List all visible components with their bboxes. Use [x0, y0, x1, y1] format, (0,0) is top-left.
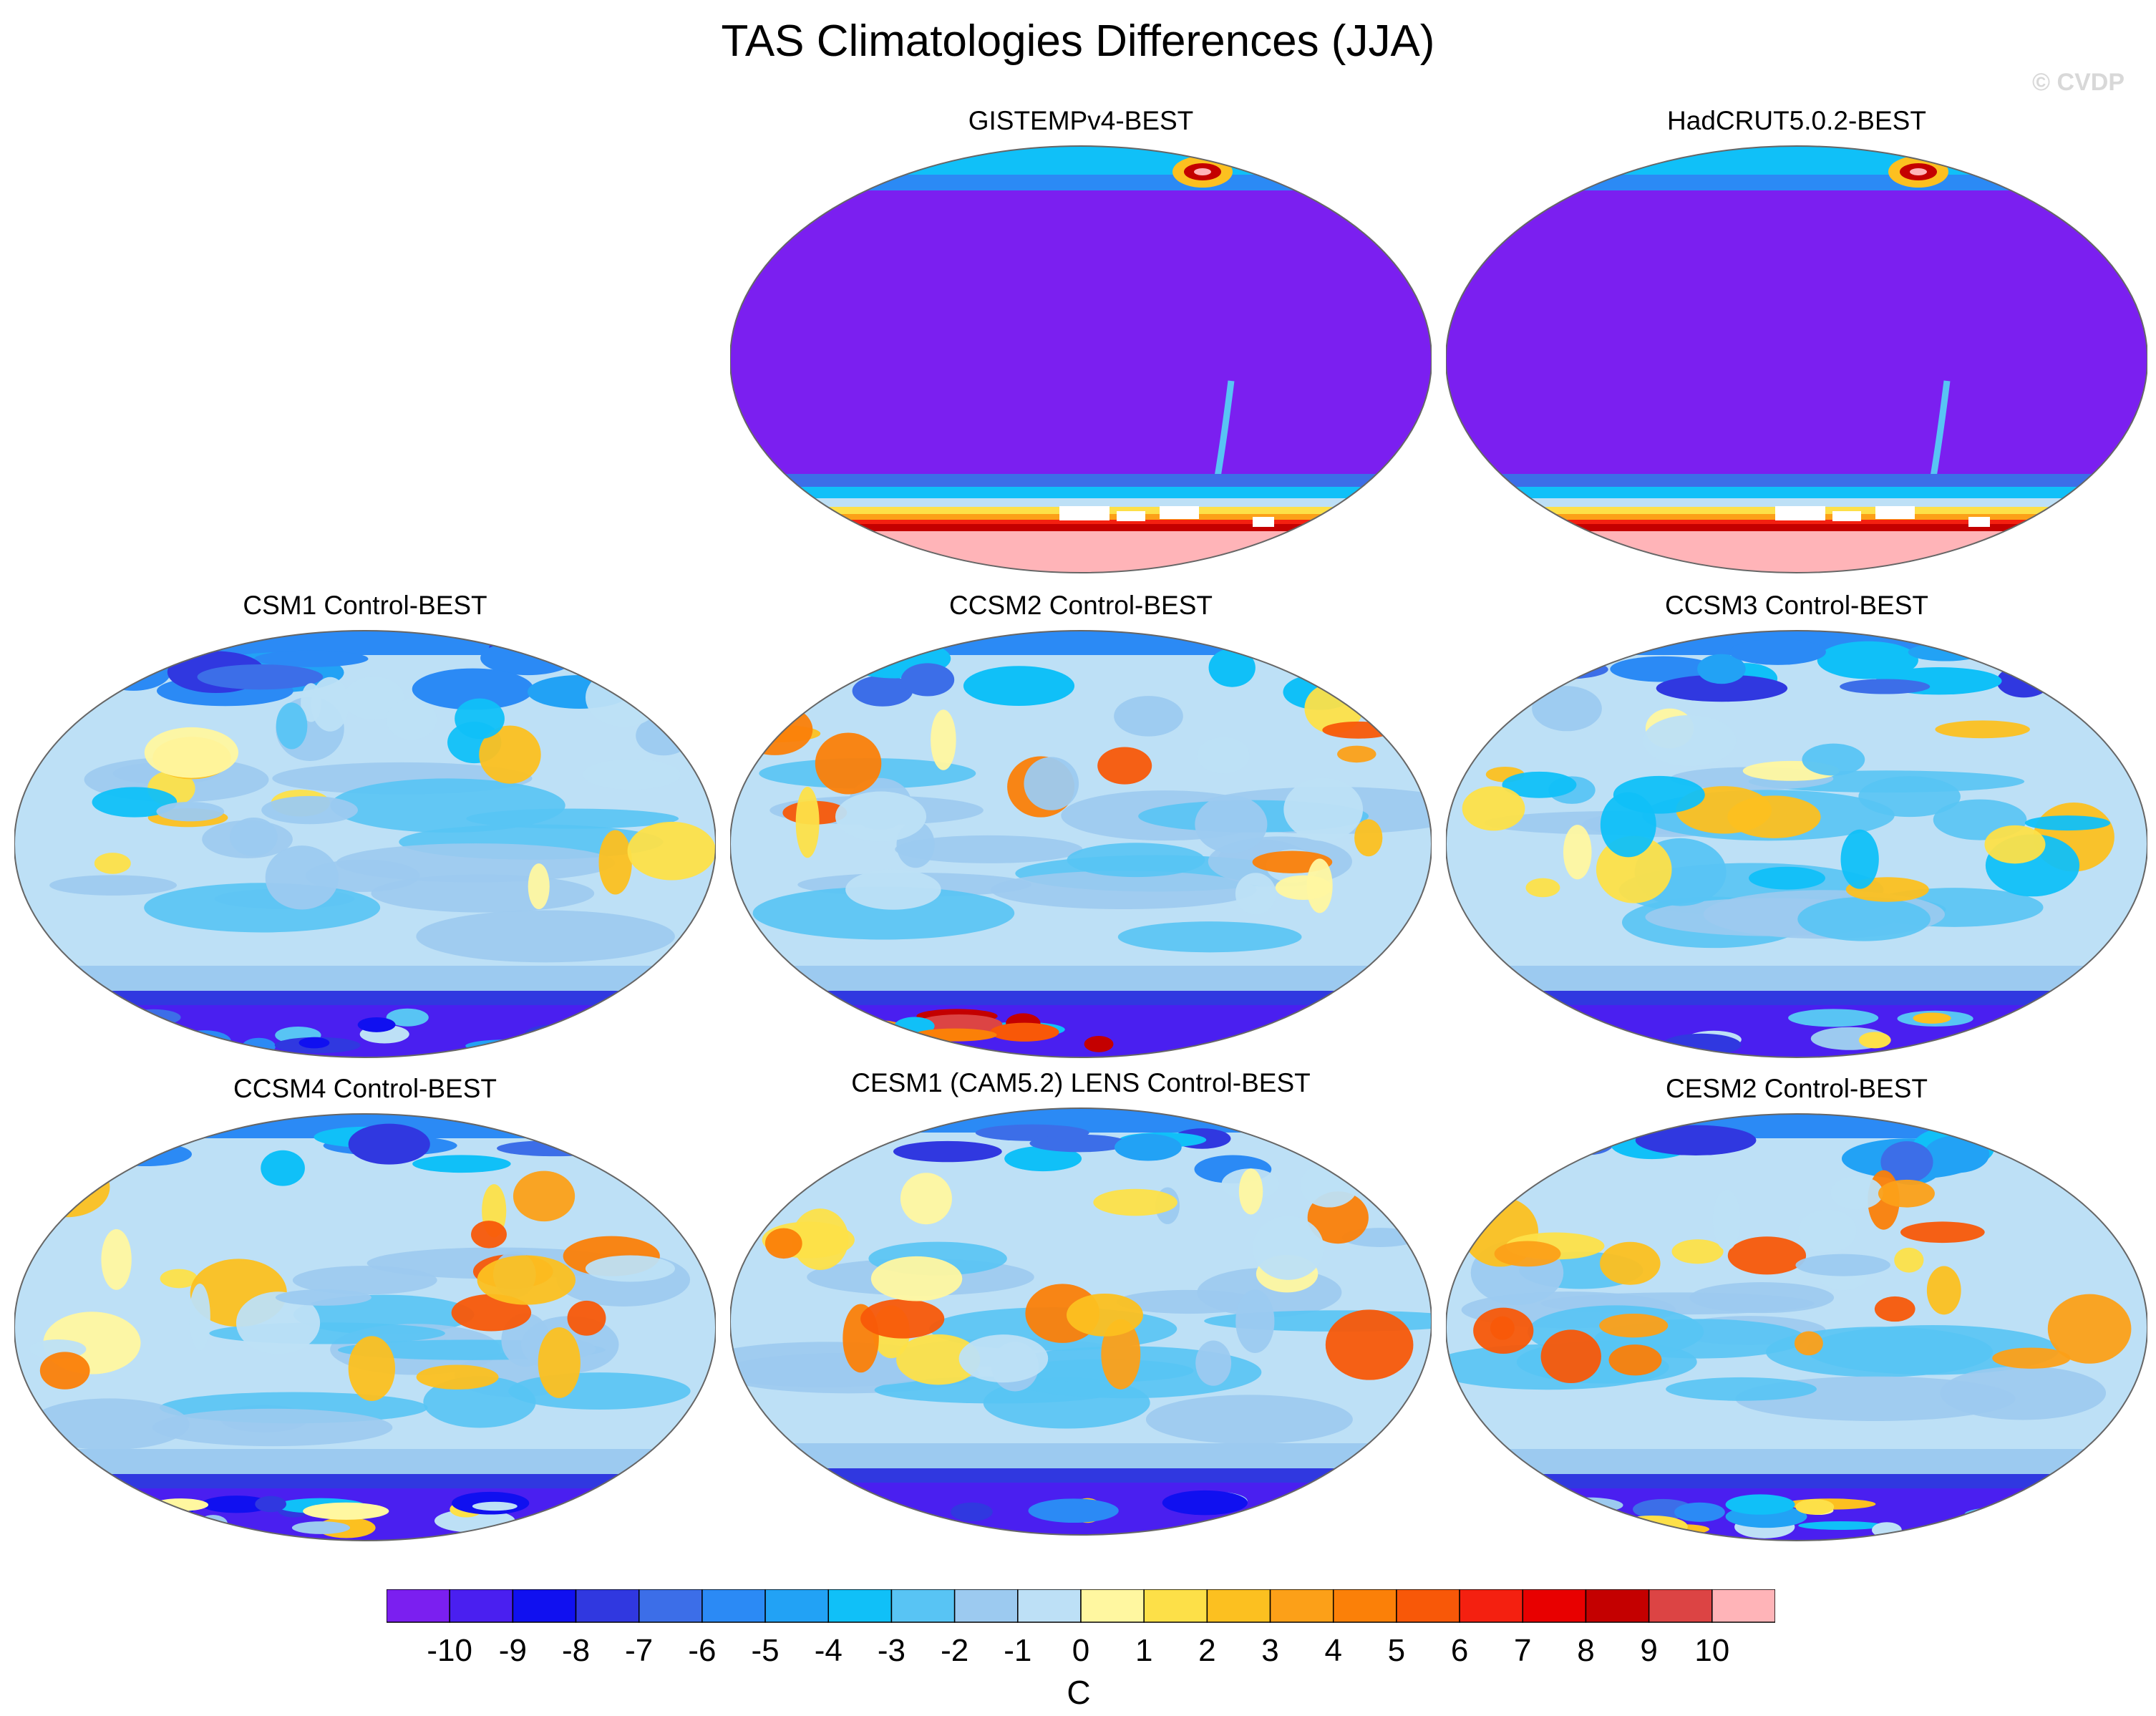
map-field	[14, 1114, 716, 1541]
map-cesm2	[1446, 1113, 2147, 1541]
colorbar-tick-label: 9	[1640, 1633, 1657, 1668]
map-field	[730, 1108, 1432, 1535]
map-outline	[14, 1113, 716, 1541]
figure-title: TAS Climatologies Differences (JJA)	[721, 16, 1435, 66]
colorbar-swatch	[1206, 1589, 1271, 1623]
colorbar-tick-label: 5	[1388, 1633, 1405, 1668]
map-outline	[730, 630, 1432, 1058]
panel-title: GISTEMPv4-BEST	[968, 106, 1194, 135]
colorbar-tick-label: -7	[625, 1633, 653, 1668]
panel-title: HadCRUT5.0.2-BEST	[1667, 106, 1926, 135]
map-ccsm4	[14, 1113, 716, 1541]
colorbar-swatch	[827, 1589, 893, 1623]
colorbar-swatch	[1522, 1589, 1587, 1623]
colorbar-tick-label: -4	[815, 1633, 843, 1668]
panel-title: CESM2 Control-BEST	[1666, 1074, 1928, 1103]
colorbar-swatch	[1080, 1589, 1145, 1623]
map-gistemp	[730, 145, 1432, 573]
panel-title: CCSM4 Control-BEST	[233, 1074, 497, 1103]
map-field	[1446, 1114, 2147, 1541]
colorbar-tick-label: -10	[427, 1633, 472, 1668]
colorbar-swatch	[1332, 1589, 1397, 1623]
colorbar-tick-label: -1	[1004, 1633, 1031, 1668]
colorbar-swatch	[512, 1589, 577, 1623]
colorbar-tick-label: 6	[1451, 1633, 1468, 1668]
colorbar-swatch	[449, 1589, 514, 1623]
map-outline	[1446, 630, 2147, 1058]
colorbar-tick-label: -6	[688, 1633, 716, 1668]
colorbar-swatch	[1017, 1589, 1082, 1623]
colorbar-swatch	[701, 1589, 766, 1623]
map-outline	[1446, 145, 2147, 573]
colorbar-swatch	[387, 1589, 450, 1623]
colorbar-swatch	[1143, 1589, 1208, 1623]
colorbar-swatch	[764, 1589, 830, 1623]
colorbar-tick-label: -9	[499, 1633, 527, 1668]
colorbar: -10 -9 -8 -7 -6 -5 -4 -3 -2 -1 0 1 2 3 4 5 6 7 8 9 10 C	[387, 1589, 1775, 1711]
colorbar-swatch	[1648, 1589, 1713, 1623]
colorbar-swatch	[1711, 1589, 1775, 1623]
map-outline	[14, 630, 716, 1058]
colorbar-swatch	[890, 1589, 956, 1623]
map-hadcrut	[1446, 145, 2147, 573]
colorbar-tick-label: -3	[878, 1633, 905, 1668]
panel-title: CESM1 (CAM5.2) LENS Control-BEST	[851, 1068, 1311, 1097]
colorbar-tick-label: 7	[1514, 1633, 1531, 1668]
colorbar-swatch	[1459, 1589, 1524, 1623]
map-field	[1446, 631, 2147, 1057]
colorbar-unit-label: C	[1067, 1674, 1090, 1711]
panel-title: CSM1 Control-BEST	[243, 591, 487, 620]
panel-title: CCSM2 Control-BEST	[948, 591, 1213, 620]
map-csm1	[14, 630, 716, 1058]
colorbar-swatch	[1269, 1589, 1334, 1623]
colorbar-tick-label: -8	[562, 1633, 590, 1668]
colorbar-swatch	[575, 1589, 640, 1623]
map-field	[1446, 146, 2147, 573]
map-ccsm2	[730, 630, 1432, 1058]
colorbar-tick-label: 4	[1324, 1633, 1341, 1668]
colorbar-tick-label: 8	[1577, 1633, 1594, 1668]
map-field	[730, 146, 1432, 573]
colorbar-tick-label: 10	[1694, 1633, 1729, 1668]
panel-title: CCSM3 Control-BEST	[1664, 591, 1929, 620]
colorbar-swatch	[1396, 1589, 1460, 1623]
colorbar-tick-label: -5	[752, 1633, 780, 1668]
colorbar-tick-label: 1	[1135, 1633, 1152, 1668]
map-field	[14, 631, 716, 1057]
map-field	[730, 631, 1432, 1057]
colorbar-tick-label: 0	[1072, 1633, 1089, 1668]
colorbar-swatch	[638, 1589, 703, 1623]
map-outline	[730, 145, 1432, 573]
colorbar-tick-label: 3	[1261, 1633, 1278, 1668]
map-outline	[730, 1107, 1432, 1536]
colorbar-swatch	[1585, 1589, 1650, 1623]
map-outline	[1446, 1113, 2147, 1541]
cvdp-watermark: © CVDP	[2032, 69, 2125, 96]
colorbar-tick-label: -2	[941, 1633, 968, 1668]
colorbar-swatch	[953, 1589, 1019, 1623]
map-ccsm3	[1446, 630, 2147, 1058]
colorbar-tick-label: 2	[1198, 1633, 1215, 1668]
map-cesm1	[730, 1107, 1432, 1536]
